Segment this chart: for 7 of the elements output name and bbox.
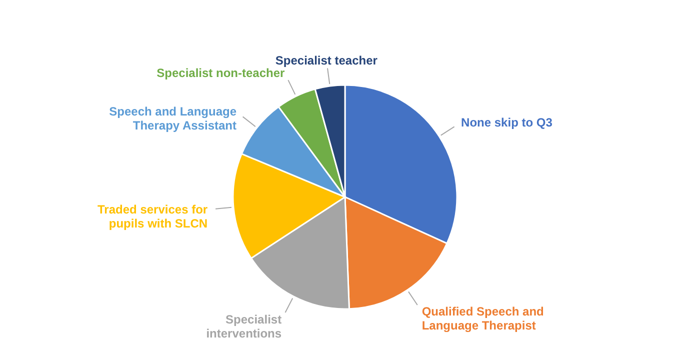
slice-label: Specialist teacher xyxy=(275,53,378,68)
slice-label: Qualified Speech and Language Therapist xyxy=(422,304,544,333)
slice-label: Specialist non-teacher xyxy=(156,66,285,80)
slice-label: Speech and Language Therapy Assistant xyxy=(109,104,237,133)
slice-label: Traded services for pupils with SLCN xyxy=(98,202,208,231)
slice-label: None skip to Q3 xyxy=(461,115,553,130)
slice-label: Specialist interventions xyxy=(206,312,282,341)
